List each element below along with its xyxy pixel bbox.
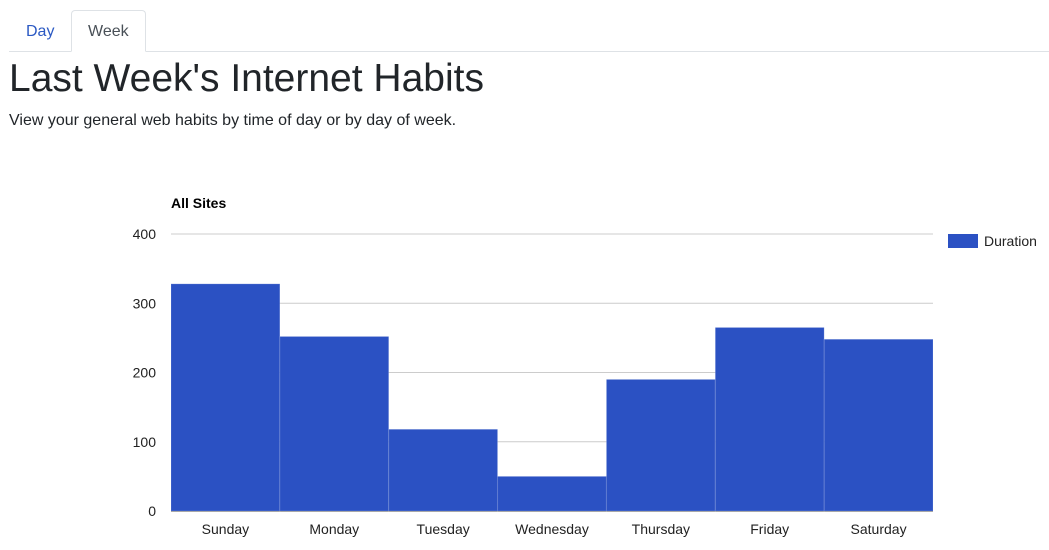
chart-title: All Sites bbox=[171, 195, 226, 211]
bar-wednesday[interactable] bbox=[497, 475, 607, 512]
y-tick-label: 300 bbox=[133, 295, 157, 311]
x-tick-label: Monday bbox=[309, 521, 359, 537]
bars bbox=[170, 283, 934, 512]
y-axis-ticks: 0 100 200 300 400 bbox=[133, 226, 157, 519]
x-tick-label: Friday bbox=[750, 521, 789, 537]
page-title: Last Week's Internet Habits bbox=[9, 57, 484, 100]
y-tick-label: 100 bbox=[133, 434, 157, 450]
page-subtitle: View your general web habits by time of … bbox=[9, 112, 457, 129]
bar-tuesday[interactable] bbox=[388, 428, 499, 512]
tab-week[interactable]: Week bbox=[71, 10, 146, 52]
x-tick-label: Saturday bbox=[851, 521, 907, 537]
view-tabs: Day Week bbox=[9, 0, 1049, 52]
x-tick-label: Thursday bbox=[632, 521, 690, 537]
bar-thursday[interactable] bbox=[605, 378, 716, 512]
bar-sunday[interactable] bbox=[170, 283, 281, 512]
bar-friday[interactable] bbox=[714, 326, 825, 512]
legend-label-duration: Duration bbox=[984, 233, 1037, 249]
tab-day[interactable]: Day bbox=[26, 23, 55, 40]
x-tick-label: Tuesday bbox=[417, 521, 470, 537]
y-tick-label: 200 bbox=[133, 365, 157, 381]
legend-swatch-duration bbox=[948, 234, 978, 248]
bar-saturday[interactable] bbox=[823, 338, 934, 512]
x-tick-label: Sunday bbox=[202, 521, 249, 537]
y-tick-label: 400 bbox=[133, 226, 157, 242]
legend[interactable]: Duration bbox=[948, 233, 1037, 249]
x-tick-label: Wednesday bbox=[515, 521, 589, 537]
y-tick-label: 0 bbox=[148, 503, 156, 519]
x-axis-ticks: Sunday Monday Tuesday Wednesday Thursday Frid… bbox=[202, 521, 907, 537]
bar-monday[interactable] bbox=[279, 335, 390, 512]
